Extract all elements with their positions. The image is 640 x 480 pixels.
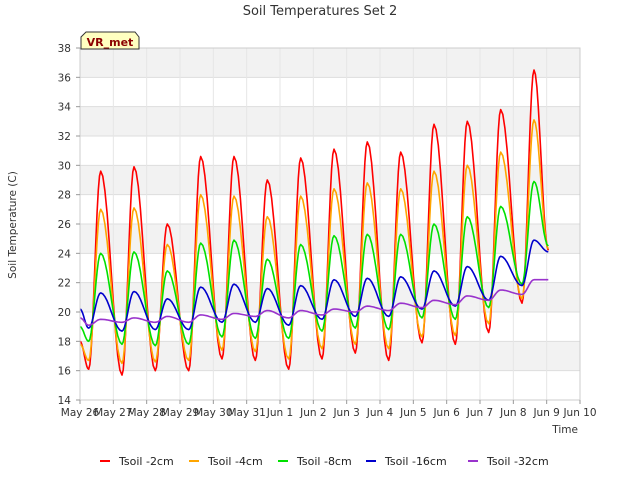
legend-item-1: Tsoil -2cm: [100, 455, 174, 468]
plot-band: [80, 341, 580, 371]
y-tick-label: 26: [58, 219, 72, 231]
x-tick-label: May 29: [161, 407, 199, 419]
legend-label: Tsoil -8cm: [296, 455, 352, 468]
y-tick-label: 28: [58, 190, 71, 202]
x-tick-label: May 27: [94, 407, 132, 419]
legend-label: Tsoil -4cm: [207, 455, 263, 468]
series-layer: [79, 69, 550, 376]
station-badge-shape: [80, 31, 140, 50]
legend-label: Tsoil -2cm: [118, 455, 174, 468]
y-tick-label: 16: [58, 366, 72, 378]
x-tick-label: Jun 4: [366, 407, 394, 419]
x-tick-label: Jun 8: [499, 407, 526, 419]
legend-item-2: Tsoil -4cm: [189, 455, 263, 468]
station-badge: VR_met: [80, 31, 140, 50]
y-tick-label: 20: [58, 307, 71, 319]
plot-band: [80, 48, 580, 78]
y-tick-label: 32: [58, 131, 71, 143]
x-tick-label: Jun 3: [332, 407, 359, 419]
x-tick-label: Jun 2: [299, 407, 326, 419]
y-tick-label: 30: [58, 160, 71, 172]
x-tick-label: May 26: [61, 407, 100, 419]
x-tick-label: Jun 5: [399, 407, 426, 419]
legend: Tsoil -2cm Tsoil -4cm Tsoil -8cm Tsoil -16c…: [100, 455, 549, 468]
x-tick-label: May 30: [194, 407, 232, 419]
x-axis-label: Time: [551, 424, 578, 436]
chart-title: Soil Temperatures Set 2: [243, 4, 398, 19]
x-tick-label: May 28: [127, 407, 165, 419]
y-tick-label: 22: [58, 278, 71, 290]
x-tick-label: Jun 1: [266, 407, 293, 419]
y-axis-ticks: 14 16 18 20 22 24 26 28 30 32 34 36 38: [58, 43, 80, 407]
x-tick-label: Jun 9: [532, 407, 559, 419]
y-tick-label: 14: [58, 395, 72, 407]
station-badge-label: VR_met: [87, 36, 134, 49]
x-tick-label: Jun 7: [466, 407, 493, 419]
plot-band: [80, 106, 580, 136]
series-line-2: [79, 119, 550, 365]
series-line-3: [79, 180, 549, 347]
legend-item-5: Tsoil -32cm: [468, 455, 549, 468]
y-tick-label: 38: [58, 43, 71, 55]
x-tick-label: Jun 6: [432, 407, 460, 419]
y-tick-label: 18: [58, 336, 71, 348]
series-line-1: [79, 69, 550, 376]
legend-label: Tsoil -16cm: [384, 455, 447, 468]
legend-item-4: Tsoil -16cm: [366, 455, 447, 468]
series-line-5: [79, 278, 549, 326]
y-tick-label: 24: [58, 248, 72, 260]
series-line-4: [79, 239, 549, 332]
y-tick-label: 36: [58, 72, 72, 84]
x-tick-label: Jun 10: [562, 407, 596, 419]
y-axis-label: Soil Temperature (C): [7, 171, 19, 279]
y-tick-label: 34: [58, 102, 72, 114]
legend-label: Tsoil -32cm: [486, 455, 549, 468]
x-tick-label: May 31: [227, 407, 265, 419]
legend-item-3: Tsoil -8cm: [278, 455, 352, 468]
